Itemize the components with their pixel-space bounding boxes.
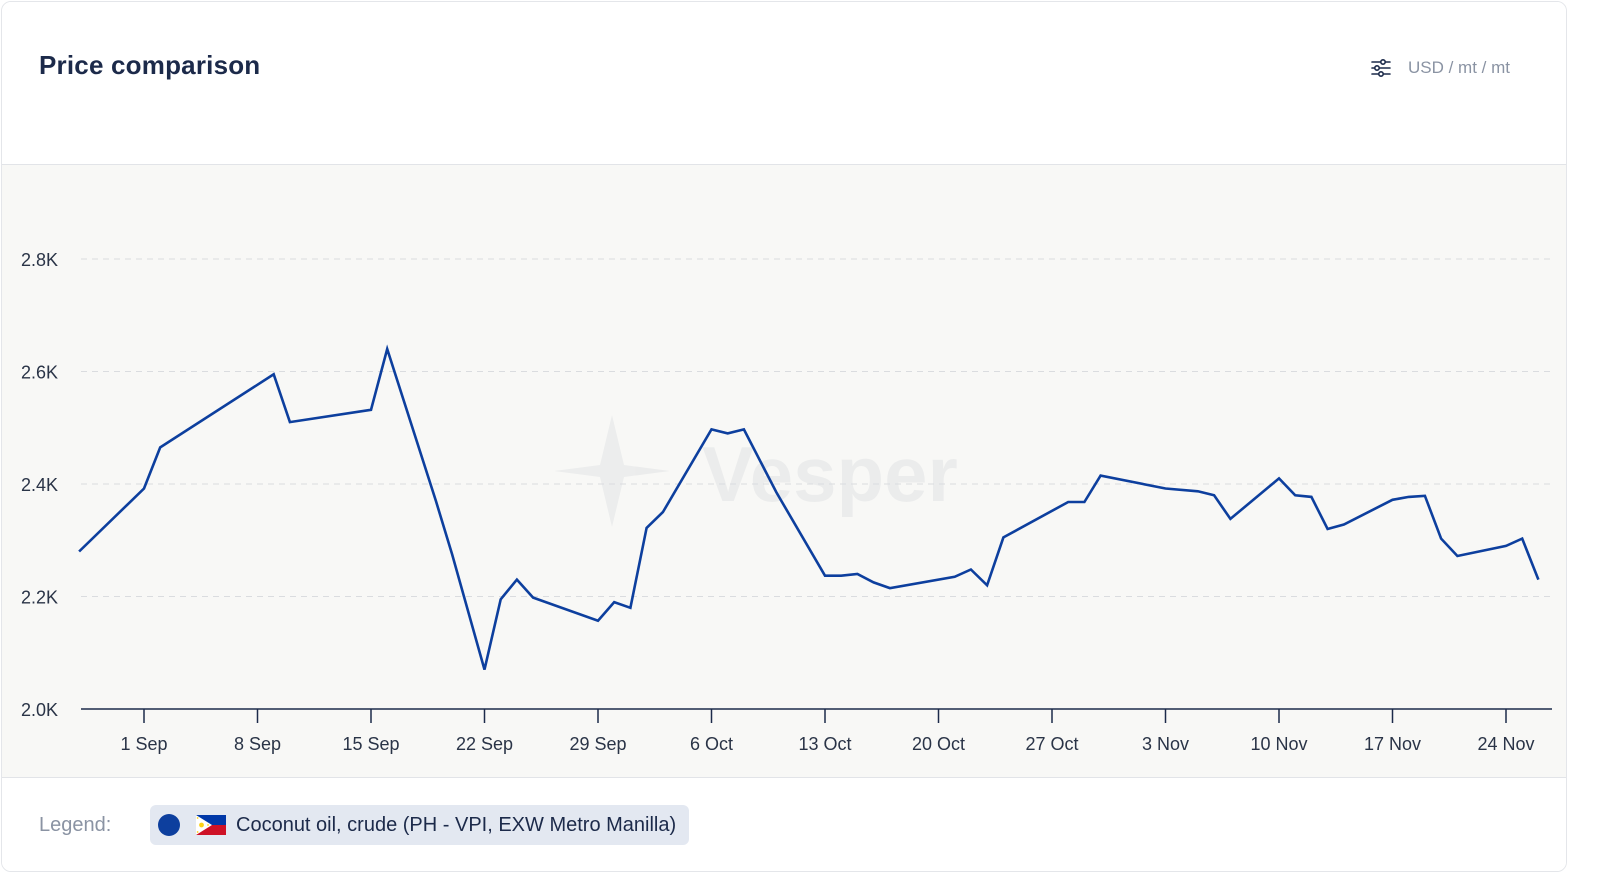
x-tick-label: 10 Nov — [1250, 734, 1307, 754]
data-point[interactable] — [1339, 520, 1349, 530]
data-point[interactable] — [480, 665, 490, 675]
data-point[interactable] — [1436, 534, 1446, 544]
data-point[interactable] — [1533, 575, 1543, 585]
data-point[interactable] — [1452, 551, 1462, 561]
x-tick-label: 29 Sep — [569, 734, 626, 754]
price-comparison-card: Price comparison USD / mt / mt — [1, 1, 1567, 872]
plot-area: Vesper 2.0K 2.2K 2.4K 2.6K 2.8K 1 Sep 8 Sep 15… — [2, 165, 1566, 777]
data-point[interactable] — [1323, 524, 1333, 534]
x-tick-label: 1 Sep — [120, 734, 167, 754]
data-point[interactable] — [739, 424, 749, 434]
x-tick-label: 27 Oct — [1025, 734, 1078, 754]
data-point[interactable] — [966, 565, 976, 575]
data-point[interactable] — [1290, 490, 1300, 500]
data-point[interactable] — [1274, 473, 1284, 483]
data-point[interactable] — [1388, 495, 1398, 505]
data-point[interactable] — [609, 597, 619, 607]
data-point[interactable] — [852, 569, 862, 579]
data-point[interactable] — [496, 594, 506, 604]
data-point[interactable] — [1306, 492, 1316, 502]
watermark-text: Vesper — [702, 430, 958, 518]
data-point[interactable] — [820, 571, 830, 581]
data-point[interactable] — [431, 496, 441, 506]
sliders-icon[interactable] — [1370, 57, 1392, 79]
y-tick-label: 2.8K — [21, 250, 58, 270]
x-tick-label: 3 Nov — [1142, 734, 1189, 754]
data-point[interactable] — [1063, 497, 1073, 507]
x-tick-label: 17 Nov — [1364, 734, 1421, 754]
series-color-dot — [158, 814, 180, 836]
y-tick-label: 2.2K — [21, 588, 58, 608]
data-point[interactable] — [642, 523, 652, 533]
data-point[interactable] — [1517, 534, 1527, 544]
data-point[interactable] — [447, 549, 457, 559]
x-tick-label: 13 Oct — [798, 734, 851, 754]
x-axis: 1 Sep 8 Sep 15 Sep 22 Sep 29 Sep 6 Oct 13 Oct 2… — [81, 708, 1552, 754]
data-point[interactable] — [528, 593, 538, 603]
y-tick-label: 2.4K — [21, 475, 58, 495]
units-label[interactable]: USD / mt / mt — [1408, 58, 1510, 77]
legend-item-label: Coconut oil, crude (PH - VPI, EXW Metro … — [236, 813, 677, 836]
data-point[interactable] — [869, 577, 879, 587]
data-point[interactable] — [382, 344, 392, 354]
x-tick-label: 15 Sep — [342, 734, 399, 754]
data-point[interactable] — [1079, 497, 1089, 507]
data-point[interactable] — [512, 575, 522, 585]
data-point[interactable] — [285, 417, 295, 427]
data-point[interactable] — [1404, 492, 1414, 502]
series-line[interactable] — [78, 344, 1540, 670]
data-point[interactable] — [836, 571, 846, 581]
data-point[interactable] — [982, 580, 992, 590]
data-point[interactable] — [998, 532, 1008, 542]
x-tick-label: 24 Nov — [1477, 734, 1534, 754]
y-axis: 2.0K 2.2K 2.4K 2.6K 2.8K — [21, 250, 58, 720]
data-point[interactable] — [658, 507, 668, 517]
data-point[interactable] — [771, 487, 781, 497]
units-selector[interactable]: USD / mt / mt — [1370, 57, 1510, 79]
data-point[interactable] — [1193, 486, 1203, 496]
x-tick-label: 20 Oct — [912, 734, 965, 754]
chart-title: Price comparison — [39, 50, 261, 80]
data-point[interactable] — [139, 484, 149, 494]
y-tick-label: 2.6K — [21, 363, 58, 383]
legend-item[interactable]: Coconut oil, crude (PH - VPI, EXW Metro … — [150, 805, 690, 845]
data-point[interactable] — [1096, 471, 1106, 481]
card-header: Price comparison USD / mt / mt — [2, 2, 1566, 165]
legend-bar: Legend: Coconut oil, crude (PH - VPI, EX… — [2, 777, 1566, 871]
legend-label: Legend: — [39, 814, 112, 836]
data-point[interactable] — [1161, 484, 1171, 494]
data-point[interactable] — [1225, 514, 1235, 524]
data-point[interactable] — [1420, 491, 1430, 501]
data-point[interactable] — [366, 405, 376, 415]
y-tick-label: 2.0K — [21, 700, 58, 720]
philippines-flag-icon — [196, 815, 226, 835]
vesper-logo-icon — [554, 415, 670, 527]
data-point[interactable] — [593, 616, 603, 626]
price-line-chart[interactable]: Vesper 2.0K 2.2K 2.4K 2.6K 2.8K 1 Sep 8 Sep 15… — [2, 165, 1567, 777]
data-point[interactable] — [269, 369, 279, 379]
vesper-watermark: Vesper — [554, 415, 958, 527]
data-point[interactable] — [1501, 541, 1511, 551]
x-tick-label: 8 Sep — [234, 734, 281, 754]
data-point[interactable] — [625, 603, 635, 613]
grid — [81, 258, 1552, 597]
data-point[interactable] — [707, 424, 717, 434]
series — [74, 344, 1543, 675]
x-tick-label: 22 Sep — [456, 734, 513, 754]
data-point[interactable] — [950, 572, 960, 582]
data-point[interactable] — [885, 583, 895, 593]
data-point[interactable] — [74, 547, 84, 557]
x-tick-label: 6 Oct — [690, 734, 733, 754]
data-point[interactable] — [1209, 490, 1219, 500]
data-point[interactable] — [155, 442, 165, 452]
data-point[interactable] — [723, 428, 733, 438]
